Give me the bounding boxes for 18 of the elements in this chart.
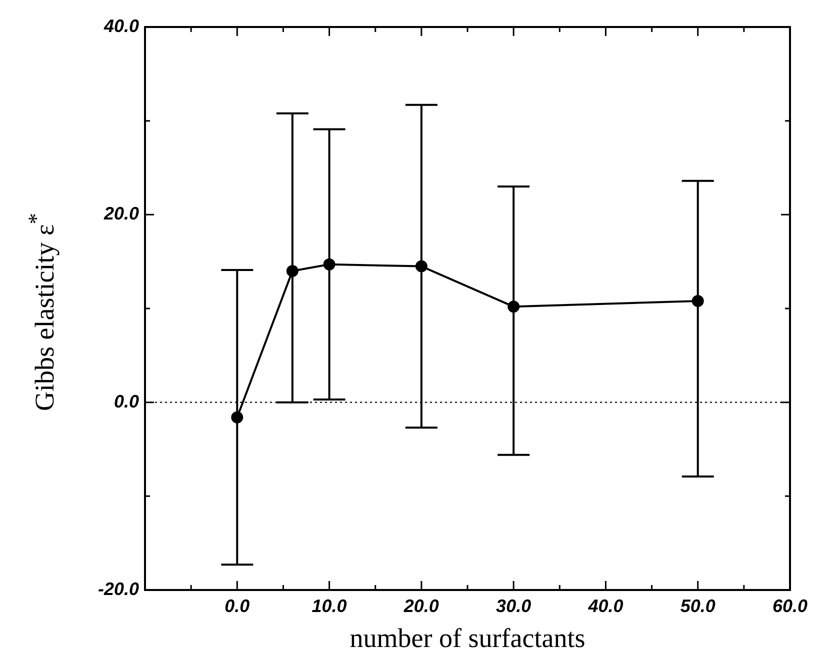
x-axis-title: number of surfactants xyxy=(350,622,586,653)
y-tick-label: 40.0 xyxy=(102,16,139,36)
x-tick-label: 20.0 xyxy=(402,596,439,616)
y-tick-label: 0.0 xyxy=(114,391,139,412)
x-tick-label: 10.0 xyxy=(312,596,347,616)
point xyxy=(323,258,336,270)
x-tick-label: 50.0 xyxy=(680,596,716,616)
point xyxy=(415,260,428,272)
point xyxy=(692,294,704,307)
x-tick-label: 40.0 xyxy=(587,596,624,616)
x-tick-label: 60.0 xyxy=(772,596,808,616)
x-tick-label: 30.0 xyxy=(496,596,532,616)
x-tick-label: 0.0 xyxy=(224,596,250,616)
point xyxy=(231,411,244,424)
y-tick-label: 20.0 xyxy=(102,204,139,224)
point xyxy=(286,264,298,277)
point xyxy=(508,300,520,313)
y-tick-label: -20.0 xyxy=(98,578,139,599)
